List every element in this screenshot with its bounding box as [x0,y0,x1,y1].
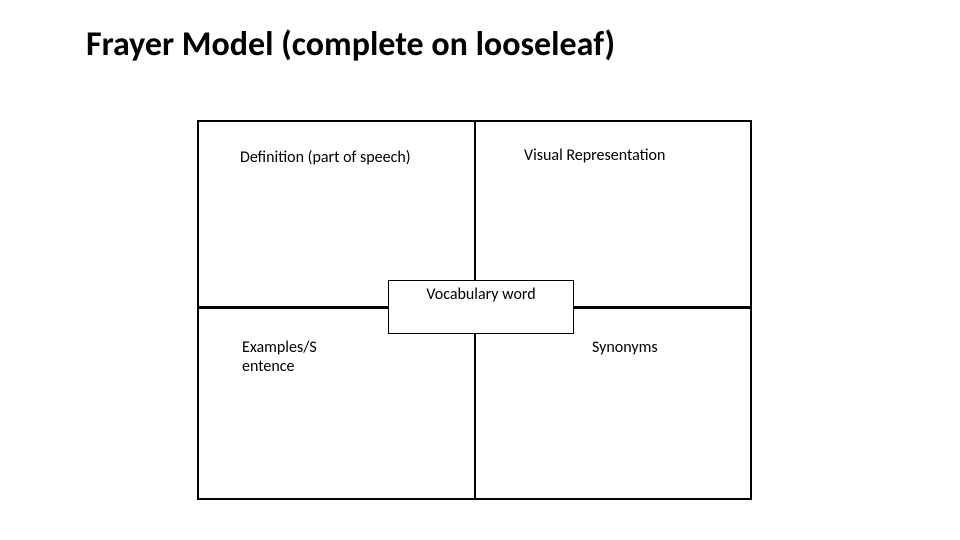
quadrant-label-definition: Definition (part of speech) [240,148,450,167]
vocabulary-word-box: Vocabulary word [388,280,574,334]
slide: Frayer Model (complete on looseleaf) Def… [0,0,960,540]
quadrant-label-visual-representation: Visual Representation [524,146,724,165]
vocabulary-word-label: Vocabulary word [426,285,535,304]
quadrant-label-synonyms: Synonyms [592,338,692,357]
quadrant-label-examples-sentence: Examples/S entence [242,338,334,376]
page-title: Frayer Model (complete on looseleaf) [86,24,615,65]
